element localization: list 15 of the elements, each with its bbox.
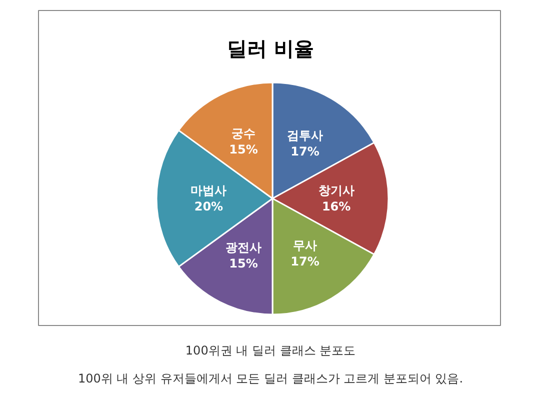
data-label: 17% bbox=[290, 144, 320, 159]
data-label: 16% bbox=[322, 200, 351, 214]
slice-label: 궁수 bbox=[232, 126, 256, 141]
text: 100위 내 상위 유저들에게서 모든 딜러 클래스가 고르게 분포되어 있음. bbox=[78, 372, 464, 386]
data-label: 20% bbox=[194, 200, 224, 214]
slice-label: 검투사 bbox=[286, 128, 323, 143]
text: 100위권 내 딜러 클래스 분포도 bbox=[185, 344, 356, 358]
slice-label: 무사 bbox=[292, 238, 317, 252]
data-label: 15% bbox=[229, 256, 258, 270]
chart-title: 딜러 비율 bbox=[227, 36, 314, 60]
slice-label: 광전사 bbox=[226, 240, 262, 254]
slice-label: 창기사 bbox=[318, 184, 354, 198]
slice-label: 마법사 bbox=[190, 184, 227, 198]
data-label: 17% bbox=[290, 254, 320, 268]
data-label: 15% bbox=[229, 142, 258, 157]
